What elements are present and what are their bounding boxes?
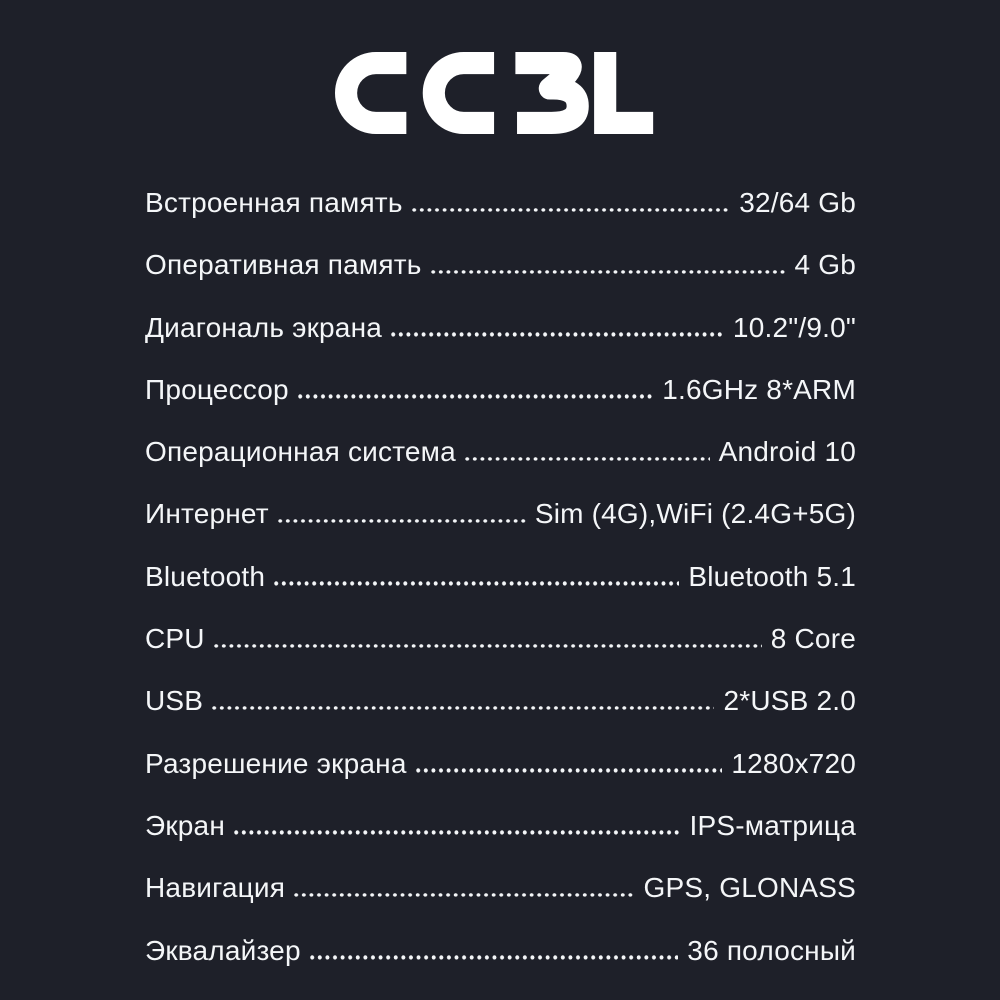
spec-row: Разрешение экрана 1280x720 [145, 733, 856, 795]
logo: CC3L [0, 52, 1000, 134]
spec-label: Эквалайзер [145, 934, 301, 966]
dotted-leader [309, 955, 679, 960]
spec-list: Встроенная память 32/64 Gb Оперативная п… [145, 172, 856, 982]
spec-label: Процессор [145, 373, 289, 405]
spec-label: USB [145, 685, 204, 717]
spec-label: Разрешение экрана [145, 747, 407, 779]
dotted-leader [274, 581, 680, 586]
spec-row: Оперативная память 4 Gb [145, 234, 856, 296]
spec-value: 4 Gb [794, 249, 856, 281]
spec-value: GPS, GLONASS [643, 872, 856, 904]
dotted-leader [233, 830, 681, 835]
spec-label: Операционная система [145, 436, 456, 468]
spec-value: 10.2"/9.0" [732, 311, 856, 343]
spec-value: 2*USB 2.0 [723, 685, 856, 717]
spec-value: 36 полосный [687, 934, 856, 966]
spec-row: Процессор 1.6GHz 8*ARM [145, 359, 856, 421]
dotted-leader [464, 456, 710, 462]
spec-label: Экран [145, 809, 225, 841]
dotted-leader [277, 518, 526, 524]
dotted-leader [212, 705, 715, 711]
dotted-leader [294, 892, 635, 898]
spec-value: 1.6GHz 8*ARM [662, 373, 856, 405]
spec-row: Встроенная память 32/64 Gb [145, 172, 856, 234]
spec-value: 8 Core [770, 623, 856, 655]
spec-value: IPS-матрица [689, 809, 856, 841]
spec-label: Диагональ экрана [145, 311, 383, 343]
spec-row: Эквалайзер 36 полосный [145, 920, 856, 982]
spec-value: 32/64 Gb [739, 187, 856, 218]
spec-row: CPU 8 Core [145, 608, 856, 670]
dotted-leader [213, 643, 762, 649]
spec-label: Оперативная память [145, 249, 422, 281]
spec-row: USB 2*USB 2.0 [145, 670, 856, 732]
spec-row: Навигация GPS, GLONASS [145, 857, 856, 919]
dotted-leader [411, 207, 731, 212]
spec-value: Android 10 [718, 436, 856, 468]
dotted-leader [391, 332, 724, 337]
dotted-leader [430, 269, 786, 275]
spec-row: Bluetooth Bluetooth 5.1 [145, 546, 856, 608]
spec-row: Операционная система Android 10 [145, 421, 856, 483]
spec-row: Интернет Sim (4G),WiFi (2.4G+5G) [145, 483, 856, 545]
spec-row: Диагональ экрана 10.2"/9.0" [145, 297, 856, 359]
spec-value: Bluetooth 5.1 [688, 560, 856, 592]
spec-label: Навигация [145, 872, 286, 904]
spec-value: Sim (4G),WiFi (2.4G+5G) [534, 498, 856, 530]
dotted-leader [415, 768, 723, 773]
spec-label: Bluetooth [145, 560, 266, 592]
spec-label: Интернет [145, 498, 269, 530]
spec-row: Экран IPS-матрица [145, 795, 856, 857]
spec-label: CPU [145, 623, 205, 655]
dotted-leader [297, 394, 654, 399]
spec-label: Встроенная память [145, 187, 403, 218]
logo-cc3l-icon [335, 52, 654, 134]
spec-value: 1280x720 [731, 747, 856, 779]
